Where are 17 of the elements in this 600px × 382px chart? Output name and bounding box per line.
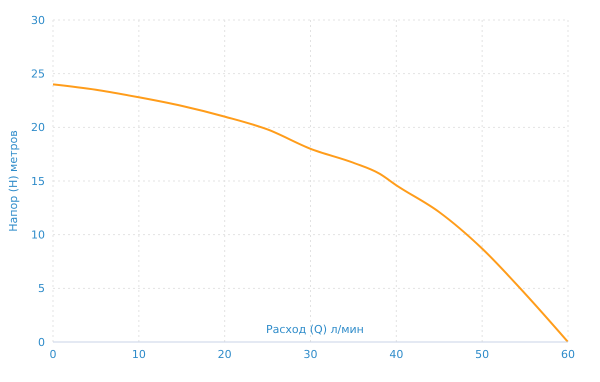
x-tick-label: 60 bbox=[561, 348, 575, 361]
y-tick-label: 20 bbox=[31, 121, 45, 134]
y-tick-label: 15 bbox=[31, 174, 45, 188]
x-tick-label: 10 bbox=[132, 348, 146, 361]
line-series bbox=[53, 83, 568, 342]
y-tick-label: 5 bbox=[38, 282, 45, 296]
x-tick-label: 40 bbox=[389, 348, 404, 361]
x-tick-label: 50 bbox=[475, 348, 490, 361]
x-tick-label: 30 bbox=[304, 348, 318, 361]
y-tick-label: 0 bbox=[38, 336, 45, 349]
y-tick-label: 30 bbox=[31, 14, 45, 27]
y-tick-label: 25 bbox=[31, 68, 45, 81]
x-tick-label: 0 bbox=[50, 348, 56, 361]
x-tick-label: 20 bbox=[218, 348, 232, 361]
y-axis-title: Напор (H) метров bbox=[6, 130, 20, 232]
y-tick-label: 10 bbox=[31, 228, 45, 242]
x-axis-title: Расход (Q) л/мин bbox=[266, 323, 364, 336]
